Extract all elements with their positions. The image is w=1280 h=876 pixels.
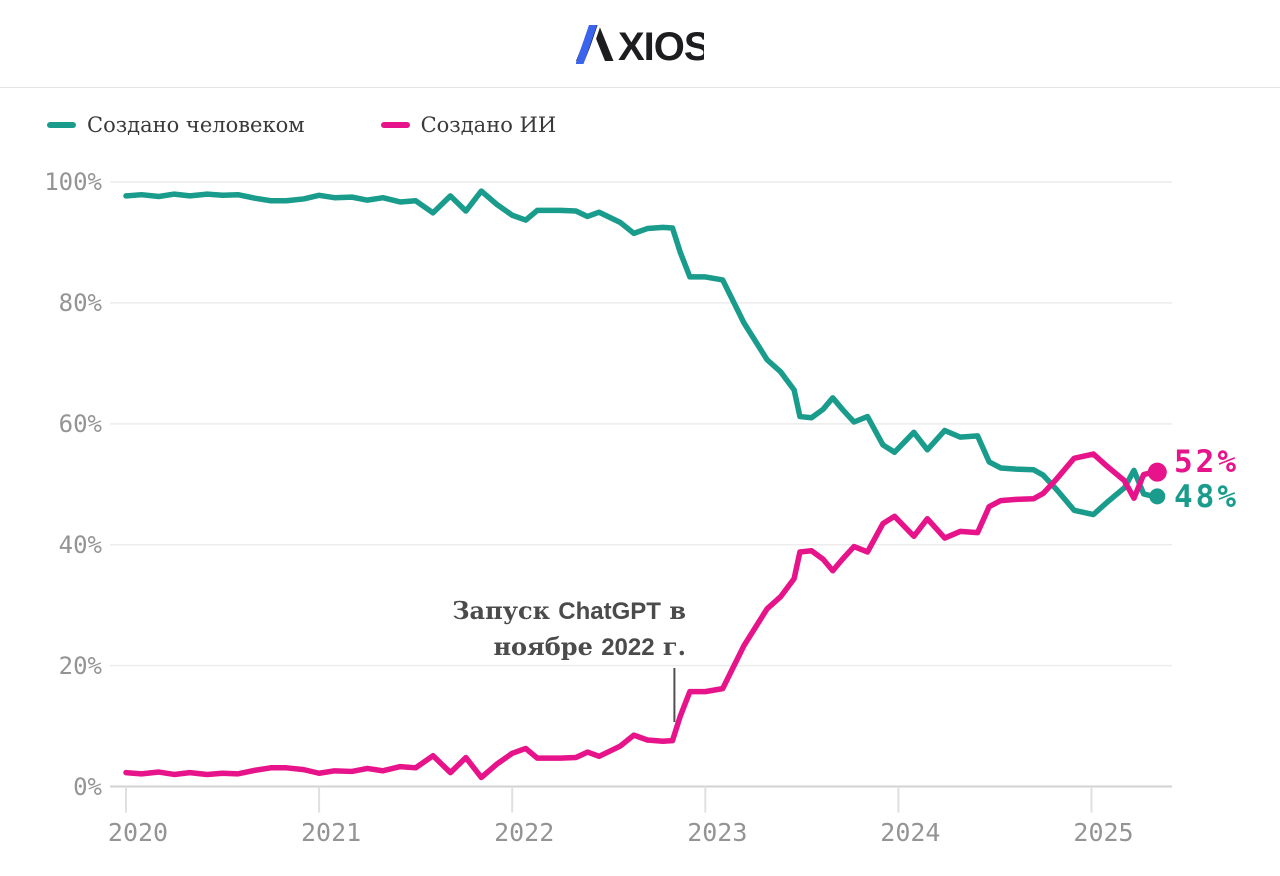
annotation-text-part: в: [660, 596, 686, 625]
annotation-line-2: ноябре 2022 г.: [386, 629, 686, 665]
ai-series-swatch-icon: [380, 122, 410, 128]
legend-item-human: Создано человеком: [47, 113, 305, 137]
legend-item-ai: Создано ИИ: [380, 113, 557, 137]
annotation-text-part: 2022: [601, 634, 655, 661]
annotation-line-1: Запуск ChatGPT в: [386, 593, 686, 629]
chart-legend: Создано человеком Создано ИИ: [47, 113, 556, 137]
header: XIOS: [0, 0, 1280, 88]
human-end-value-label: 48%: [1174, 479, 1239, 515]
x-axis-tick-label: 2022: [494, 818, 555, 847]
axios-logo-text: XIOS: [618, 25, 704, 65]
annotation-text-part: ноябре: [493, 632, 602, 661]
legend-label-ai: Создано ИИ: [420, 113, 557, 137]
axios-logo: XIOS: [576, 23, 704, 65]
annotation-text-part: Запуск: [452, 596, 559, 625]
annotation-chatgpt-launch: Запуск ChatGPT в ноябре 2022 г.: [386, 593, 686, 665]
x-axis-tick-label: 2023: [687, 818, 748, 847]
y-axis-tick-label: 0%: [73, 772, 102, 801]
legend-label-human: Создано человеком: [87, 113, 305, 137]
human-series-swatch-icon: [47, 122, 76, 128]
y-axis-tick-label: 40%: [58, 530, 102, 559]
y-axis-tick-label: 80%: [58, 288, 102, 317]
x-axis-tick-label: 2020: [107, 818, 169, 847]
x-axis-tick-label: 2025: [1073, 818, 1134, 847]
x-axis-tick-label: 2024: [880, 818, 941, 847]
x-axis-tick-label: 2021: [300, 818, 362, 847]
y-axis-tick-label: 60%: [58, 409, 102, 438]
ai-end-value-label: 52%: [1174, 444, 1239, 480]
y-axis-tick-label: 20%: [58, 651, 102, 680]
y-axis-tick-label: 100%: [44, 168, 102, 196]
annotation-text-part: г.: [654, 632, 686, 661]
annotation-text-part: ChatGPT: [558, 598, 661, 625]
